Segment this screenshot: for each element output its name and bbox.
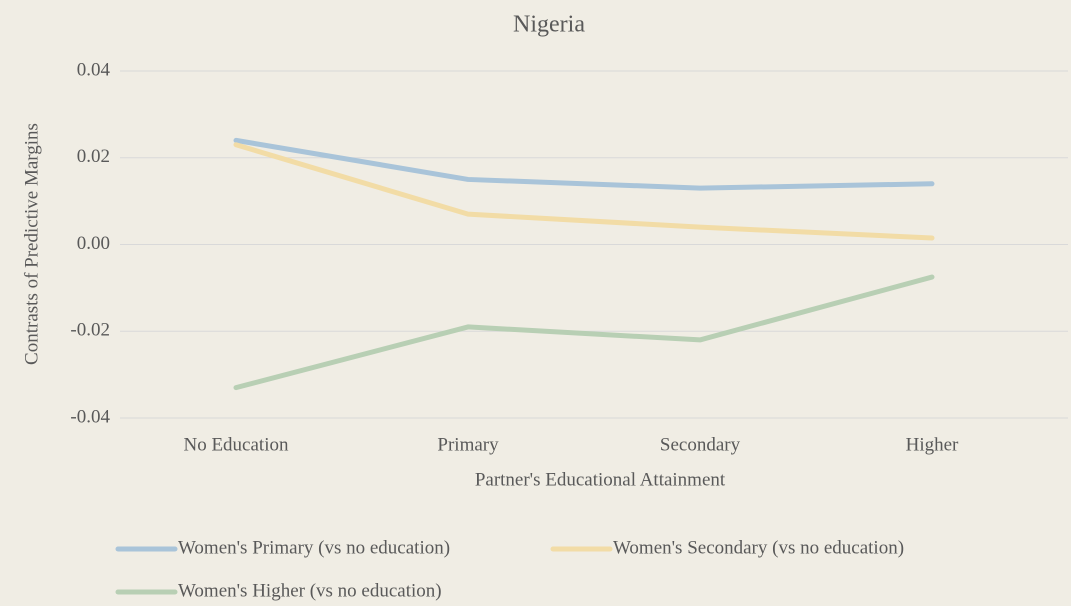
x-tick-label: Secondary xyxy=(660,434,741,455)
legend-label: Women's Secondary (vs no education) xyxy=(613,537,904,558)
x-axis-label: Partner's Educational Attainment xyxy=(475,469,726,490)
series-line xyxy=(233,274,935,391)
y-tick-label: 0.00 xyxy=(77,233,110,254)
y-axis-label: Contrasts of Predictive Margins xyxy=(21,123,42,365)
x-tick-label: Higher xyxy=(906,434,959,455)
x-tick-label: No Education xyxy=(183,434,289,455)
series-line xyxy=(233,142,935,241)
legend-label: Women's Higher (vs no education) xyxy=(178,580,442,601)
series-line xyxy=(233,137,935,191)
y-tick-label: -0.02 xyxy=(70,320,110,341)
chart-title: Nigeria xyxy=(513,12,585,38)
y-tick-label: -0.04 xyxy=(70,406,110,427)
y-tick-label: 0.02 xyxy=(77,146,110,167)
legend-label: Women's Primary (vs no education) xyxy=(178,537,450,558)
x-tick-label: Primary xyxy=(437,434,499,455)
y-tick-label: 0.04 xyxy=(77,59,111,80)
